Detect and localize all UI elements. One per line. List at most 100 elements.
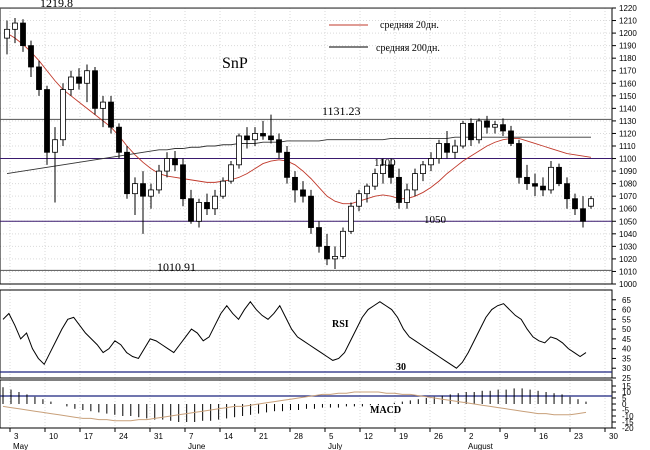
candle — [20, 19, 26, 52]
candle-body — [508, 130, 514, 144]
legend: средняя 20дн. средняя 200дн. — [329, 20, 440, 54]
candle — [444, 130, 450, 159]
candle-body — [572, 198, 578, 210]
candle — [532, 173, 538, 197]
level-label-1100: 1100 — [374, 157, 396, 169]
candle-body — [364, 185, 370, 195]
month-label: May — [13, 442, 28, 450]
candle — [564, 177, 570, 209]
ma20-line — [6, 32, 592, 205]
candle — [396, 168, 402, 209]
candle-body — [180, 164, 186, 200]
rsi-tick-label: 45 — [622, 335, 631, 344]
candle — [484, 115, 490, 134]
candle-body — [284, 151, 290, 178]
candle-body — [492, 124, 498, 128]
candle-body — [540, 185, 546, 191]
price-tick-label: 1050 — [619, 217, 637, 226]
candle — [300, 181, 306, 203]
candle-body — [188, 198, 194, 222]
candle — [44, 85, 50, 165]
price-tick-label: 1120 — [619, 129, 637, 138]
candle — [268, 114, 274, 144]
candle — [372, 168, 378, 190]
macd-tick-label: 0 — [622, 400, 627, 409]
candle-body — [236, 135, 242, 166]
rsi-tick-label: 30 — [622, 364, 631, 373]
candle-body — [404, 189, 410, 203]
candle-body — [228, 164, 234, 182]
time-tick-label: 5 — [329, 432, 334, 441]
candle-body — [532, 183, 538, 187]
candle — [580, 196, 586, 228]
rsi-tick-label: 55 — [622, 315, 631, 324]
candle — [260, 120, 266, 140]
month-label: August — [468, 442, 494, 450]
candle — [4, 20, 10, 55]
legend-ma20-label: средняя 20дн. — [380, 20, 439, 31]
candle-body — [260, 133, 266, 137]
price-tick-label: 1130 — [619, 117, 637, 126]
price-tick-label: 1030 — [619, 242, 637, 251]
candle-body — [100, 101, 106, 109]
candle-body — [420, 164, 426, 174]
candle-body — [308, 195, 314, 228]
rsi-tick-label: 25 — [622, 374, 631, 383]
candle-body — [396, 176, 402, 203]
candle — [388, 158, 394, 184]
candle — [124, 146, 130, 199]
candle-body — [244, 135, 250, 141]
candle-body — [556, 166, 562, 185]
candle — [572, 193, 578, 215]
time-tick-label: 16 — [539, 432, 548, 441]
candle — [588, 196, 594, 209]
candle — [460, 120, 466, 149]
candle — [220, 177, 226, 199]
candle — [84, 64, 90, 103]
candle-body — [164, 158, 170, 172]
macd-label: MACD — [370, 405, 401, 416]
candle-body — [428, 158, 434, 166]
price-tick-label: 1060 — [619, 205, 637, 214]
candle-body — [332, 255, 338, 260]
candle — [340, 227, 346, 259]
candle — [108, 95, 114, 134]
candle — [52, 127, 58, 203]
price-tick-label: 1210 — [619, 17, 637, 26]
time-tick-label: 17 — [84, 432, 93, 441]
candle-body — [68, 76, 74, 90]
level-label-1219: 1219.8 — [40, 0, 73, 10]
candle-body — [324, 245, 330, 260]
candle — [28, 40, 34, 77]
legend-ma200-label: средняя 200дн. — [376, 43, 440, 54]
candle-body — [220, 180, 226, 197]
candle — [492, 120, 498, 134]
candle-body — [380, 164, 386, 174]
rsi-label: RSI — [332, 319, 349, 330]
candle-body — [20, 22, 26, 47]
candle — [524, 164, 530, 190]
candle-body — [476, 120, 482, 141]
candle — [212, 189, 218, 215]
price-tick-label: 1200 — [619, 29, 637, 38]
candle-body — [412, 173, 418, 191]
candle-body — [500, 124, 506, 132]
candle — [100, 95, 106, 128]
candle-body — [356, 193, 362, 207]
macd-tick-label: -15 — [622, 418, 634, 427]
macd-tick-label: 10 — [622, 388, 631, 397]
price-axis-ticks: 1000 1010 1020 1030 1040 1050 1060 1070 1080 1090… — [612, 4, 637, 289]
candle-body — [372, 173, 378, 187]
candle — [132, 177, 138, 215]
time-tick-label: 19 — [399, 432, 408, 441]
candle — [556, 163, 562, 187]
candle-body — [316, 227, 322, 247]
candle — [172, 151, 178, 172]
macd-tick-label: 5 — [622, 394, 627, 403]
candle — [252, 127, 258, 146]
candle — [12, 18, 18, 44]
candle — [140, 171, 146, 234]
candle-body — [580, 208, 586, 222]
